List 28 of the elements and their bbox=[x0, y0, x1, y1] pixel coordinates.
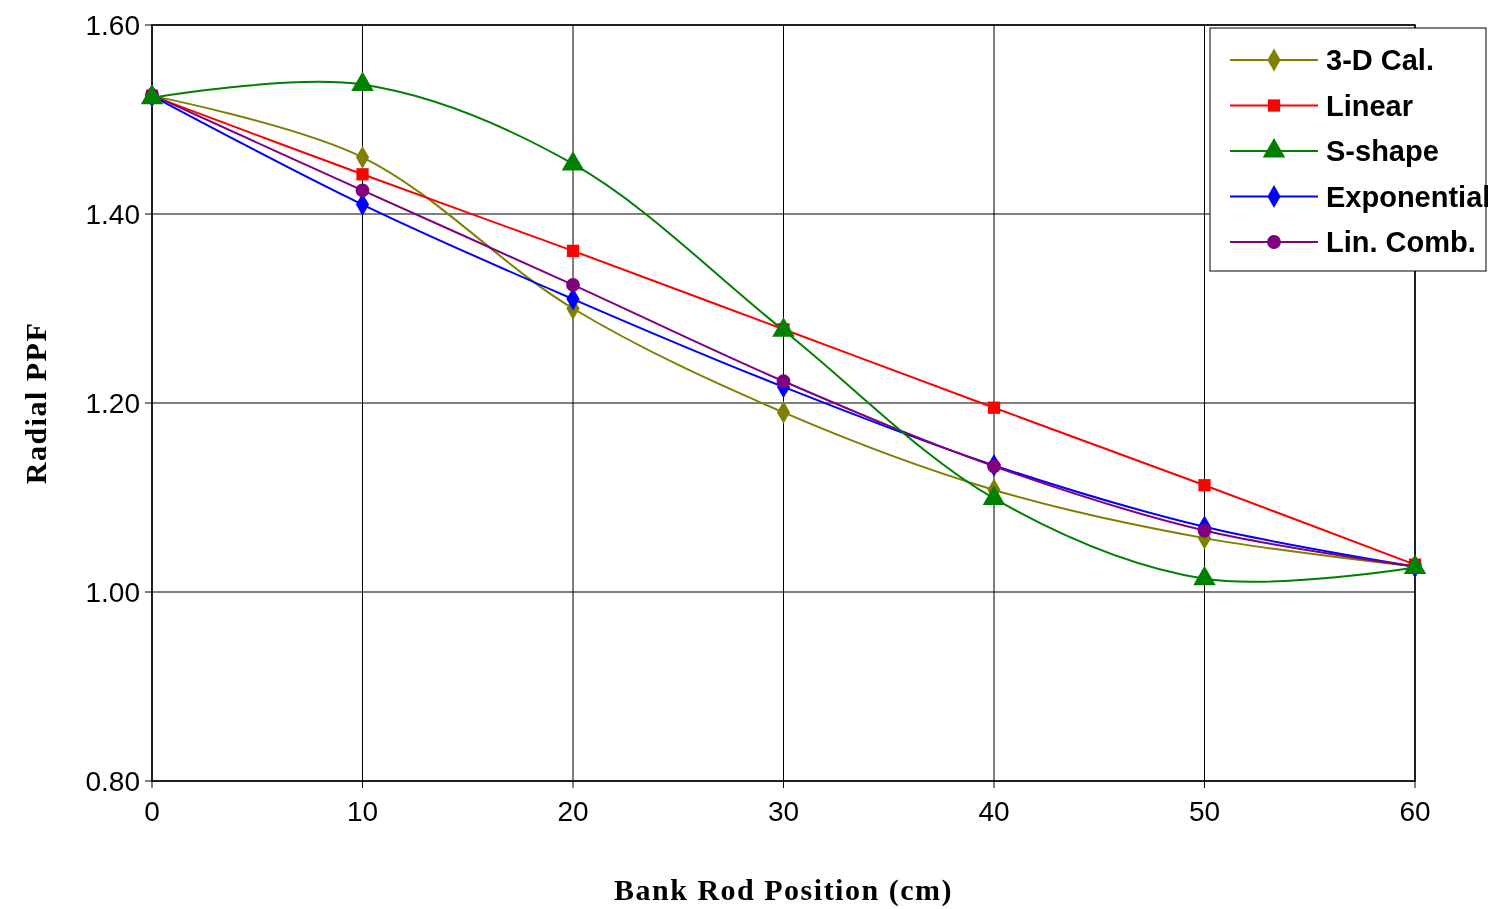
y-axis-title: Radial PPF bbox=[19, 321, 52, 485]
y-tick-label: 0.80 bbox=[85, 766, 140, 797]
y-tick-label: 1.60 bbox=[85, 10, 140, 41]
point bbox=[987, 459, 1001, 474]
point bbox=[566, 244, 580, 257]
legend-label: S-shape bbox=[1326, 135, 1439, 167]
x-tick-label: 60 bbox=[1399, 796, 1431, 827]
x-tick-label: 10 bbox=[346, 796, 379, 827]
x-tick-label: 20 bbox=[557, 796, 589, 827]
x-axis-title: Bank Rod Position (cm) bbox=[614, 873, 953, 907]
x-tick-label: 30 bbox=[767, 796, 800, 827]
point bbox=[1197, 523, 1212, 538]
point bbox=[355, 183, 370, 198]
point bbox=[987, 401, 1001, 414]
y-tick-label: 1.00 bbox=[85, 577, 140, 608]
point bbox=[566, 277, 580, 292]
legend-label: Lin. Comb. bbox=[1326, 226, 1476, 258]
x-tick-label: 0 bbox=[144, 796, 160, 827]
legend-label: Exponential bbox=[1326, 180, 1491, 213]
x-tick-label: 50 bbox=[1188, 796, 1221, 827]
y-tick-label: 1.40 bbox=[85, 199, 140, 230]
point bbox=[356, 168, 369, 181]
legend-label: Linear bbox=[1326, 89, 1414, 122]
point bbox=[1198, 479, 1211, 492]
point bbox=[776, 374, 791, 389]
legend-label: 3-D Cal. bbox=[1326, 44, 1434, 76]
x-tick-label: 40 bbox=[978, 796, 1010, 827]
y-tick-label: 1.20 bbox=[85, 388, 140, 419]
